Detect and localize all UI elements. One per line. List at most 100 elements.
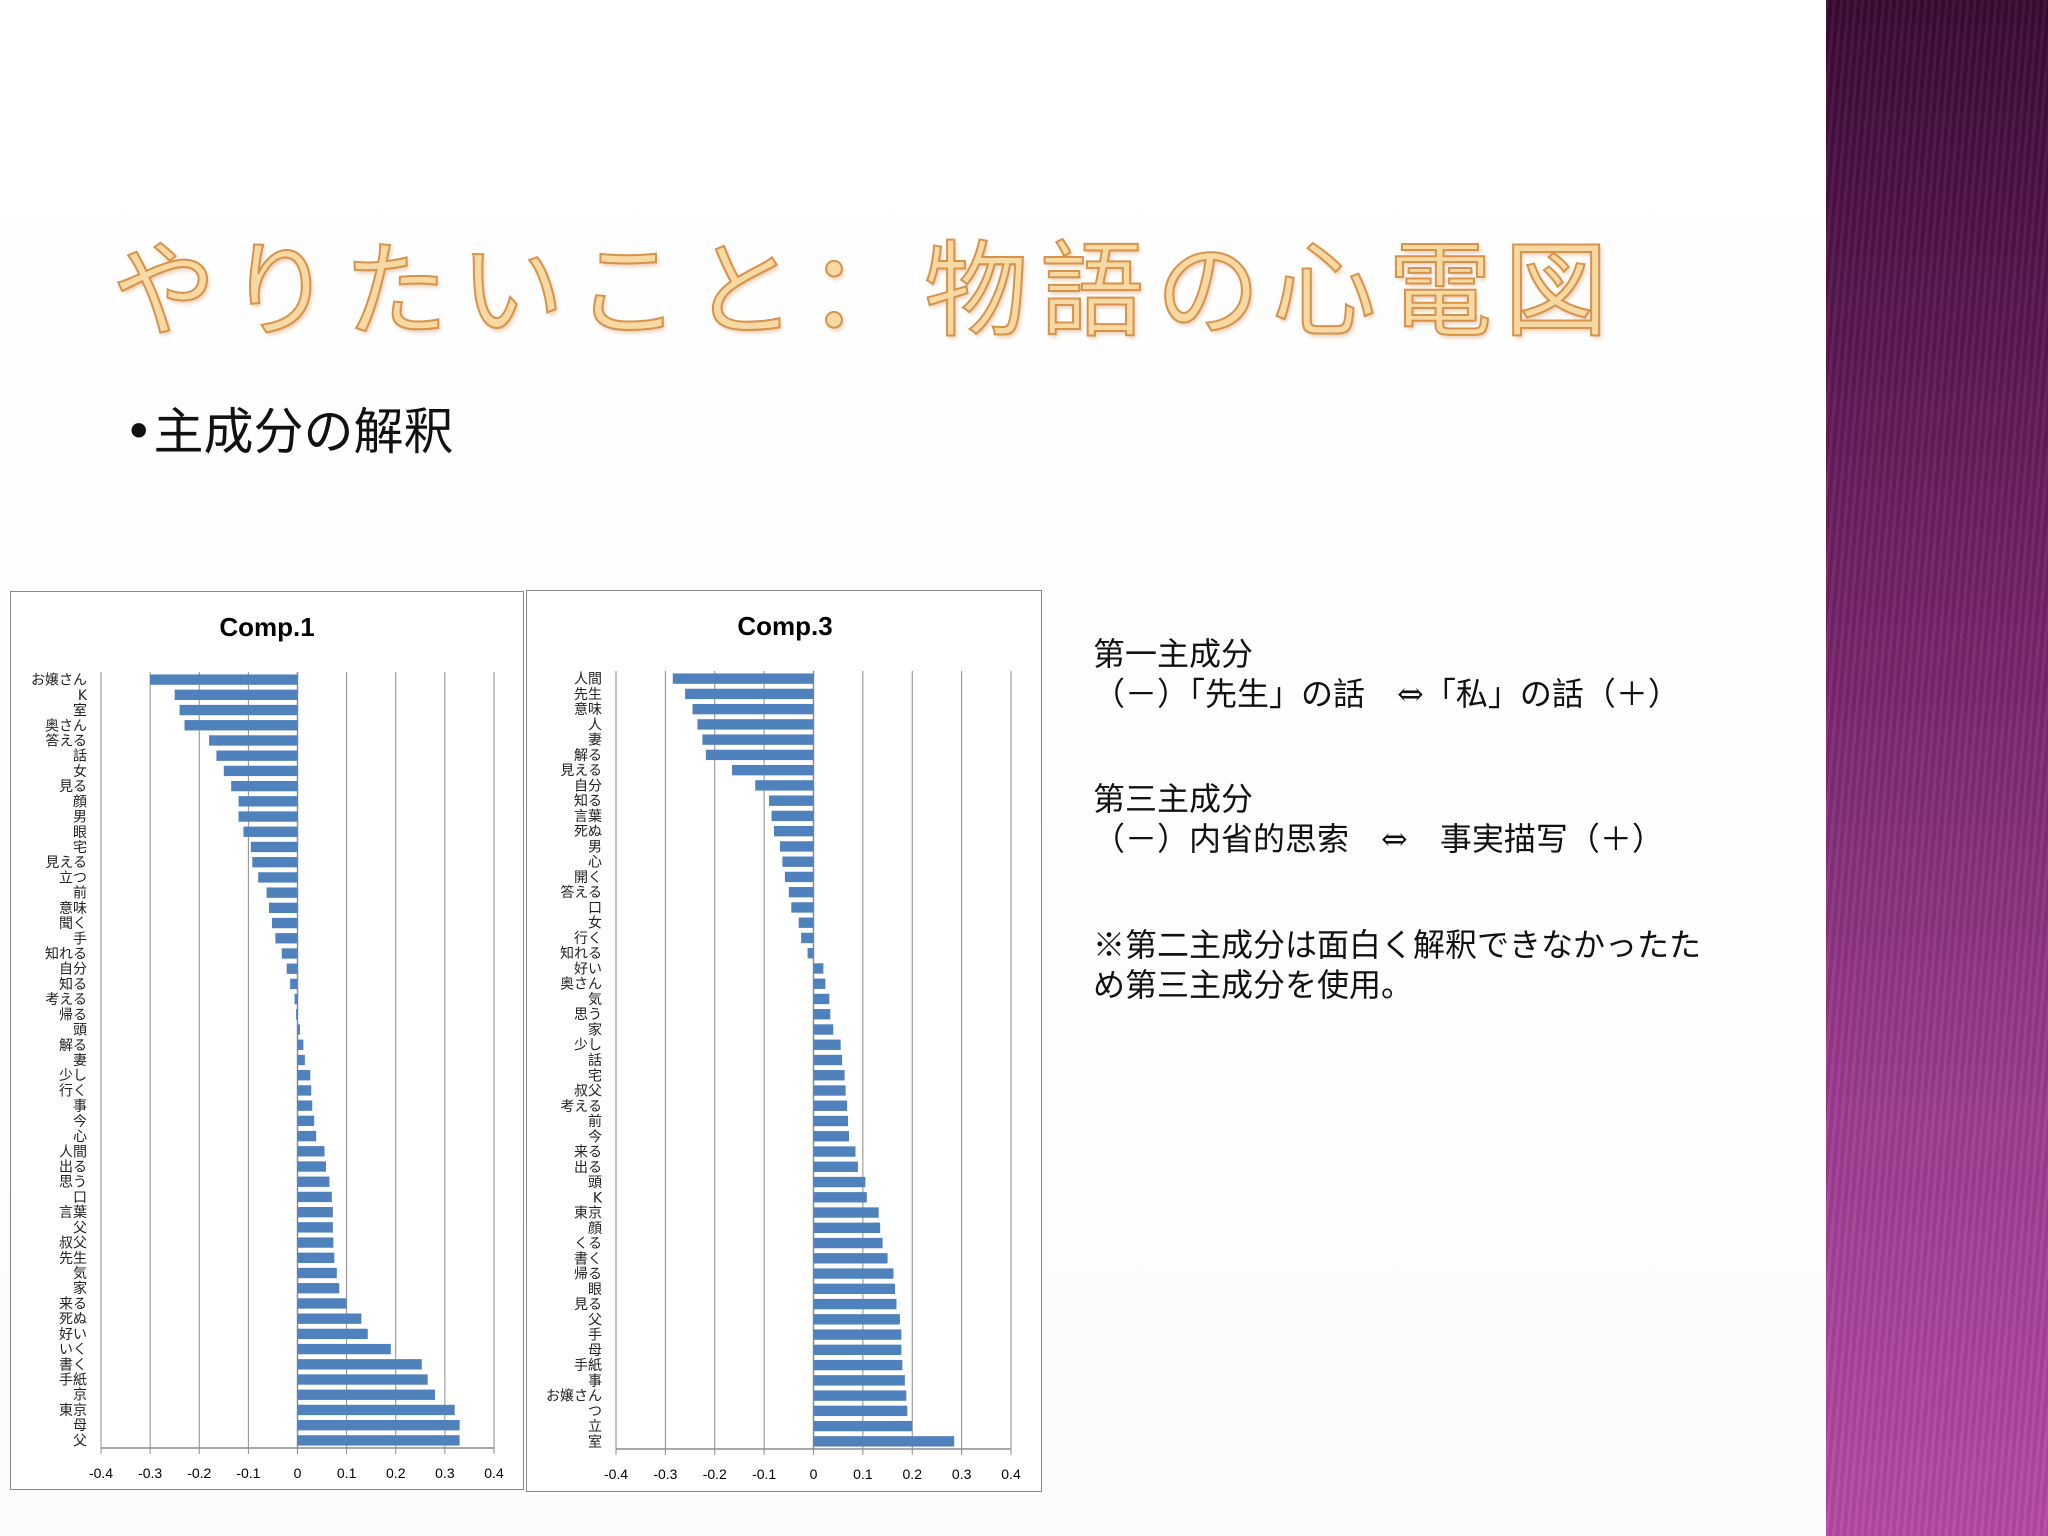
chart-1-bar: [252, 857, 298, 868]
chart-1-bar: [297, 1298, 347, 1309]
chart-1-category-label: 意味: [59, 900, 87, 917]
chart-3-category-label: 気: [588, 992, 602, 1008]
chart-3-bar: [813, 1405, 908, 1417]
chart-3-bar: [755, 780, 814, 791]
chart-1-category-label: 来る: [59, 1296, 87, 1312]
chart-1-bar: [297, 1420, 460, 1431]
chart-3-bar: [813, 1359, 903, 1371]
chart-1-tick-label: 0.3: [435, 1465, 455, 1481]
chart-1-category-label: 室: [73, 702, 87, 719]
chart-3-category-label: 人: [588, 717, 602, 733]
chart-1-category-label: 好い: [59, 1327, 87, 1343]
chart-1-category-label: 知る: [59, 976, 87, 993]
chart-1-category-label: 立つ: [59, 870, 87, 886]
chart-3-bar: [782, 856, 814, 867]
chart-1-bar: [286, 963, 298, 974]
chart-1-tick-label: -0.4: [89, 1465, 113, 1481]
chart-3-bar: [732, 764, 814, 776]
chart-3-category-label: 思う: [574, 1007, 602, 1023]
bullet-point: •主成分の解釈: [124, 403, 454, 461]
chart-3-category-label: 男: [588, 839, 602, 855]
chart-3-bar: [813, 1222, 881, 1233]
chart-3-category-label: 頭: [588, 1175, 602, 1191]
chart-3-bar: [813, 1070, 845, 1081]
chart-1-bar: [269, 902, 298, 914]
chart-1-bar: [297, 1100, 313, 1111]
chart-1-category-label: 事: [73, 1099, 87, 1115]
chart-3-category-label: 事: [588, 1373, 602, 1389]
chart-3-bar: [798, 917, 814, 928]
chart-1-category-label: 思う: [59, 1175, 87, 1191]
chart-1-bar: [297, 1054, 305, 1066]
chart-3-bar: [813, 1100, 848, 1111]
chart-3-category-label: 家: [588, 1021, 602, 1038]
chart-1-tick-label: 0.1: [337, 1465, 357, 1481]
chart-3-bar: [813, 1115, 849, 1127]
chart-3-category-label: 言葉: [574, 809, 602, 825]
chart-3-category-label: 東京: [574, 1206, 602, 1222]
chart-3-category-label: 少し: [574, 1038, 602, 1054]
chart-3-bar: [791, 902, 814, 913]
chart-3-bar: [813, 1314, 900, 1325]
chart-3-bar: [813, 1024, 834, 1035]
chart-3-category-label: 母: [588, 1343, 602, 1359]
chart-1-bar: [297, 1146, 325, 1157]
chart-3-category-label: 知れる: [560, 945, 602, 962]
chart-3-bar: [813, 1009, 831, 1020]
chart-1-bar: [297, 1237, 334, 1248]
chart-3-bar: [813, 1207, 879, 1218]
chart-1-bar: [179, 704, 298, 716]
chart-3-bar: [813, 1268, 894, 1279]
chart-3-category-label: くる: [574, 1236, 602, 1252]
chart-3-tick-label: 0.3: [952, 1466, 972, 1482]
chart-1-bar: [297, 1024, 300, 1035]
chart-comp3-svg: Comp.3 -0.4 -0.3 -0.2 -0.1 0 0.1 0.2 0.3 0.4 人間先生意…: [546, 611, 1021, 1482]
chart-1-category-label: 自分: [59, 962, 87, 978]
chart-1-bar: [297, 1176, 330, 1187]
chart-1-bar: [297, 1206, 333, 1218]
chart-3-bar: [779, 841, 814, 852]
chart-1-bar: [209, 735, 298, 746]
chart-comp1-svg: Comp.1 -0.4 -0.3 -0.2 -0.1 0 0.1 0.2 0.3 0.4 お嬢さんK…: [31, 612, 504, 1481]
chart-1-category-label: 見る: [59, 779, 87, 795]
chart-3-bar: [771, 810, 814, 822]
chart-1-category-label: 話: [73, 748, 87, 765]
chart-1-category-label: お嬢さん: [31, 673, 87, 689]
chart-1-category-label: 行く: [59, 1083, 87, 1099]
chart-3-bar: [813, 1085, 846, 1096]
chart-3-bar: [813, 978, 826, 989]
chart-3-category-label: 考える: [560, 1099, 602, 1115]
chart-3-category-label: 書く: [574, 1251, 602, 1267]
chart-3-bar: [685, 688, 814, 700]
chart-3-bar: [813, 1390, 907, 1401]
chart-3-category-label: 顔: [588, 1221, 602, 1237]
chart-3-category-label: 人間: [574, 672, 602, 688]
chart-3-tick-label: -0.1: [752, 1466, 776, 1482]
chart-3-category-label: 父: [588, 1312, 602, 1328]
chart-1-category-label: 父: [73, 1433, 87, 1449]
chart-1-category-label: 奥さん: [45, 717, 87, 734]
chart-1-bar: [297, 1191, 332, 1203]
chart-1-bar: [281, 948, 298, 959]
chart-3-bar: [813, 1192, 867, 1203]
slide: やりたいこと：物語の心電図 •主成分の解釈 Comp.1 -0.4 -0.3 -0.2…: [0, 0, 1826, 1536]
chart-1-category-label: 気: [73, 1266, 87, 1282]
chart-1-bar: [297, 1161, 326, 1172]
chart-3-tick-label: 0: [810, 1466, 818, 1482]
chart-1-bar: [223, 765, 298, 777]
chart-1-category-label: 解る: [59, 1038, 87, 1054]
chart-3-category-label: 開く: [574, 870, 602, 886]
chart-3-category-label: 出る: [574, 1160, 602, 1176]
chart-3-bar: [813, 963, 824, 974]
chart-3-category-label: 行く: [574, 931, 602, 947]
chart-3-tick-label: 0.1: [853, 1466, 873, 1482]
chart-3-category-label: 話: [588, 1052, 602, 1069]
chart-1-category-label: 心: [73, 1129, 87, 1145]
chart-1-bar: [275, 933, 298, 944]
chart-3-category-label: 今: [588, 1129, 602, 1145]
chart-3-bar: [697, 719, 814, 730]
chart-1-bar: [258, 872, 298, 883]
chart-3-bar: [813, 1039, 841, 1050]
chart-1-tick-label: -0.3: [138, 1465, 162, 1481]
chart-1-bar: [216, 750, 298, 761]
